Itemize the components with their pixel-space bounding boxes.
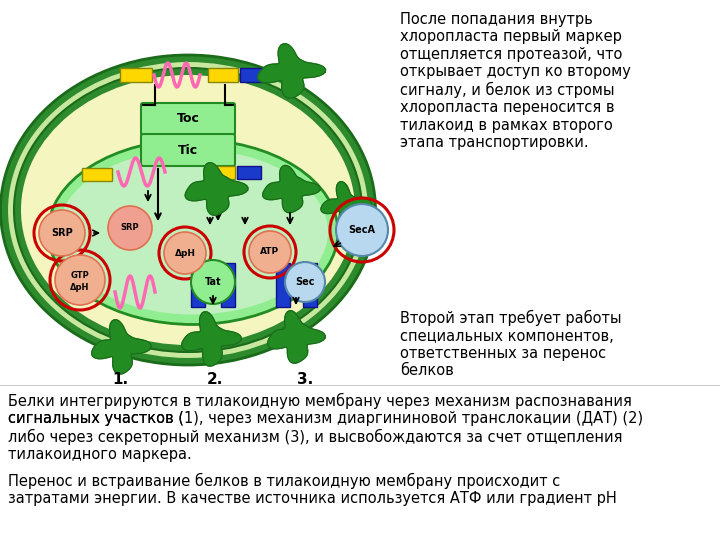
Text: Sec: Sec bbox=[295, 277, 315, 287]
Text: Белки интегрируются в тилакоидную мембрану через механизм распознавания: Белки интегрируются в тилакоидную мембра… bbox=[8, 393, 632, 409]
Text: затратами энергии. В качестве источника используется АТФ или градиент рН: затратами энергии. В качестве источника … bbox=[8, 491, 617, 506]
Circle shape bbox=[55, 255, 105, 305]
Circle shape bbox=[336, 204, 388, 256]
FancyBboxPatch shape bbox=[141, 103, 235, 135]
FancyBboxPatch shape bbox=[141, 134, 235, 166]
Bar bbox=[191, 263, 205, 307]
Text: Toc: Toc bbox=[176, 112, 199, 125]
Circle shape bbox=[39, 210, 85, 256]
Text: либо через секреторный механизм (3), и высвобождаются за счет отщепления: либо через секреторный механизм (3), и в… bbox=[8, 429, 623, 445]
Bar bbox=[205, 166, 235, 179]
Bar bbox=[208, 68, 238, 82]
Circle shape bbox=[164, 232, 206, 274]
Bar bbox=[303, 263, 317, 307]
Text: SRP: SRP bbox=[51, 228, 73, 238]
Bar bbox=[221, 263, 235, 307]
Polygon shape bbox=[91, 320, 151, 374]
Polygon shape bbox=[321, 181, 372, 227]
Bar bbox=[120, 68, 152, 82]
Polygon shape bbox=[185, 163, 248, 215]
Text: ΔpH: ΔpH bbox=[71, 282, 90, 292]
Text: После попадания внутрь
хлоропласта первый маркер
отщепляется протеазой, что
откр: После попадания внутрь хлоропласта первы… bbox=[400, 12, 631, 150]
Polygon shape bbox=[263, 165, 320, 213]
Ellipse shape bbox=[21, 75, 355, 345]
Circle shape bbox=[249, 231, 291, 273]
Text: GTP: GTP bbox=[71, 271, 89, 280]
Text: сигнальных участков (: сигнальных участков ( bbox=[8, 411, 184, 426]
Ellipse shape bbox=[7, 61, 369, 359]
Text: ΔpH: ΔpH bbox=[174, 248, 196, 258]
Ellipse shape bbox=[48, 139, 338, 325]
Text: 2.: 2. bbox=[207, 372, 223, 387]
Text: тилакоидного маркера.: тилакоидного маркера. bbox=[8, 447, 192, 462]
Text: 3.: 3. bbox=[297, 372, 313, 387]
Ellipse shape bbox=[58, 150, 328, 314]
Bar bbox=[276, 263, 290, 307]
Circle shape bbox=[191, 260, 235, 304]
Polygon shape bbox=[181, 312, 241, 366]
Text: 1.: 1. bbox=[112, 372, 128, 387]
Ellipse shape bbox=[14, 68, 362, 352]
Ellipse shape bbox=[1, 55, 376, 365]
Text: SRP: SRP bbox=[121, 224, 139, 233]
Text: SecA: SecA bbox=[348, 225, 376, 235]
Text: Tat: Tat bbox=[204, 277, 221, 287]
Text: Перенос и встраивание белков в тилакоидную мембрану происходит с: Перенос и встраивание белков в тилакоидн… bbox=[8, 473, 560, 489]
Text: Tic: Tic bbox=[178, 144, 198, 157]
Bar bbox=[240, 68, 264, 82]
Bar bbox=[82, 168, 112, 181]
Circle shape bbox=[108, 206, 152, 250]
Bar bbox=[237, 166, 261, 179]
Text: Второй этап требует работы
специальных компонентов,
ответственных за перенос
бел: Второй этап требует работы специальных к… bbox=[400, 310, 621, 379]
Circle shape bbox=[285, 262, 325, 302]
Polygon shape bbox=[258, 44, 325, 98]
Text: ATP: ATP bbox=[261, 247, 279, 256]
Text: сигнальных участков (1), через механизм диаргининовой транслокации (ДАТ) (2): сигнальных участков (1), через механизм … bbox=[8, 411, 643, 426]
Polygon shape bbox=[268, 310, 325, 363]
